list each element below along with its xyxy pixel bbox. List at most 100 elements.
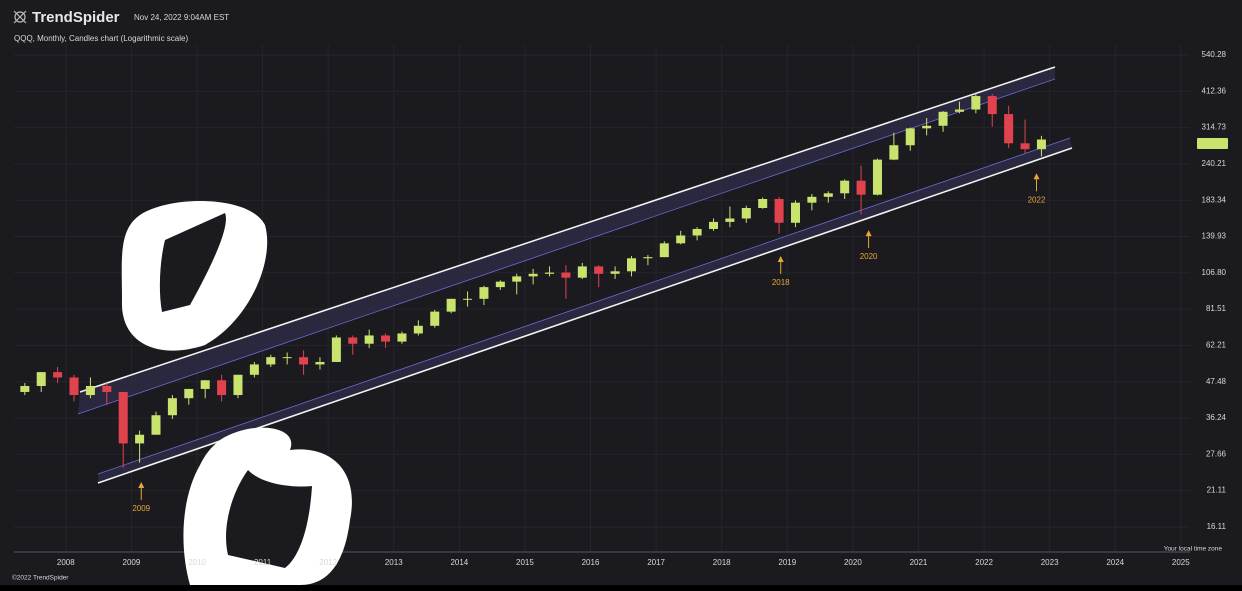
candle-body (266, 357, 276, 365)
candle-body (430, 311, 440, 326)
x-tick-label: 2008 (57, 558, 75, 567)
candle-body (282, 357, 292, 359)
candle-body (528, 273, 538, 277)
candle-body (200, 380, 210, 389)
y-tick-label: 240.21 (1202, 159, 1227, 168)
timezone-note: Your local time zone (1164, 546, 1223, 553)
candle-body (1020, 143, 1030, 150)
candle-body (36, 372, 46, 386)
candle-body (938, 111, 948, 126)
annotation-arrowhead (865, 230, 872, 237)
candle-body (659, 243, 669, 258)
annotation-label: 2018 (772, 278, 790, 287)
candle-body (643, 257, 653, 259)
candle-body (774, 198, 784, 223)
candle-body (889, 145, 899, 160)
upper-channel-line (79, 66, 1056, 393)
candle-body (741, 208, 751, 219)
annotation-label: 2022 (1028, 195, 1046, 204)
candle-body (758, 198, 768, 209)
y-tick-label: 139.93 (1202, 232, 1227, 241)
candle-body (807, 196, 817, 203)
candle-body (315, 361, 325, 365)
x-tick-label: 2020 (844, 558, 862, 567)
candle-body (495, 281, 505, 288)
candle-body (708, 221, 719, 229)
copyright: ©2022 TrendSpider (12, 574, 69, 582)
x-tick-label: 2022 (975, 558, 993, 567)
candle-body (872, 159, 882, 195)
candle-body (69, 377, 79, 396)
whiteout-hole (226, 470, 312, 568)
annotation-label: 2009 (132, 504, 150, 513)
chart-title: QQQ, Monthly, Candles chart (Logarithmic… (14, 34, 188, 43)
x-tick-label: 2013 (385, 558, 403, 567)
candle-body (577, 266, 587, 278)
candle-body (167, 398, 177, 416)
candle-body (20, 385, 30, 392)
timestamp: Nov 24, 2022 9:04AM EST (134, 13, 229, 22)
lower-channel-inner (97, 137, 1071, 475)
upper-channel-band (78, 67, 1055, 414)
logo (13, 10, 27, 24)
y-tick-label: 27.66 (1206, 449, 1227, 458)
candle-body (331, 337, 341, 362)
last-price-badge (1197, 138, 1228, 149)
candle-body (676, 235, 686, 244)
x-tick-label: 2017 (647, 558, 665, 567)
x-tick-label: 2024 (1106, 558, 1124, 567)
y-tick-label: 62.21 (1206, 341, 1227, 350)
lower-channel-band (98, 138, 1072, 483)
y-tick-label: 47.48 (1206, 377, 1227, 386)
y-tick-label: 314.73 (1202, 123, 1227, 132)
candle-body (594, 266, 604, 274)
candle-body (954, 109, 964, 112)
candle-body (922, 125, 932, 129)
candle-body (397, 333, 407, 342)
annotation-arrowhead (138, 482, 145, 489)
annotation-label: 2020 (860, 252, 878, 261)
candle-body (413, 325, 423, 334)
candle-body (971, 96, 981, 110)
x-tick-label: 2025 (1172, 558, 1190, 567)
whiteout-hole (159, 213, 226, 312)
candle-body (463, 298, 473, 300)
candle-body (53, 372, 63, 378)
x-tick-label: 2018 (713, 558, 731, 567)
candle-body (856, 180, 866, 195)
candle-body (610, 271, 620, 274)
candle-body (348, 337, 358, 344)
x-tick-label: 2011 (254, 558, 272, 567)
candle-body (512, 276, 522, 282)
candle-body (987, 96, 997, 115)
candle-body (381, 335, 391, 342)
candle-body (102, 385, 112, 392)
annotation-arrowhead (1033, 173, 1040, 180)
candle-body (233, 374, 243, 396)
upper-channel-inner (77, 78, 1056, 415)
x-tick-label: 2010 (188, 558, 206, 567)
candle-body (217, 380, 227, 396)
x-tick-label: 2009 (123, 558, 141, 567)
x-tick-label: 2021 (910, 558, 928, 567)
candle-body (85, 385, 95, 396)
candle-body (790, 202, 800, 223)
x-tick-label: 2019 (778, 558, 796, 567)
plot-area: 2009 2018 2020 2022 (20, 92, 1046, 513)
candle-body (905, 128, 915, 146)
candle-body (479, 287, 489, 299)
x-tick-label: 2014 (450, 558, 468, 567)
y-tick-label: 21.11 (1207, 486, 1227, 495)
candle-body (118, 391, 128, 444)
x-tick-label: 2012 (319, 558, 337, 567)
lower-channel-line (97, 147, 1073, 484)
bottom-strip (0, 585, 1242, 591)
candle-body (446, 298, 456, 312)
y-tick-label: 183.34 (1202, 195, 1227, 204)
annotation-arrowhead (777, 256, 784, 263)
x-tick-label: 2015 (516, 558, 534, 567)
y-tick-label: 16.11 (1207, 522, 1227, 531)
candle-body (840, 180, 850, 194)
candle-body (725, 218, 735, 222)
y-tick-label: 540.28 (1202, 50, 1227, 59)
